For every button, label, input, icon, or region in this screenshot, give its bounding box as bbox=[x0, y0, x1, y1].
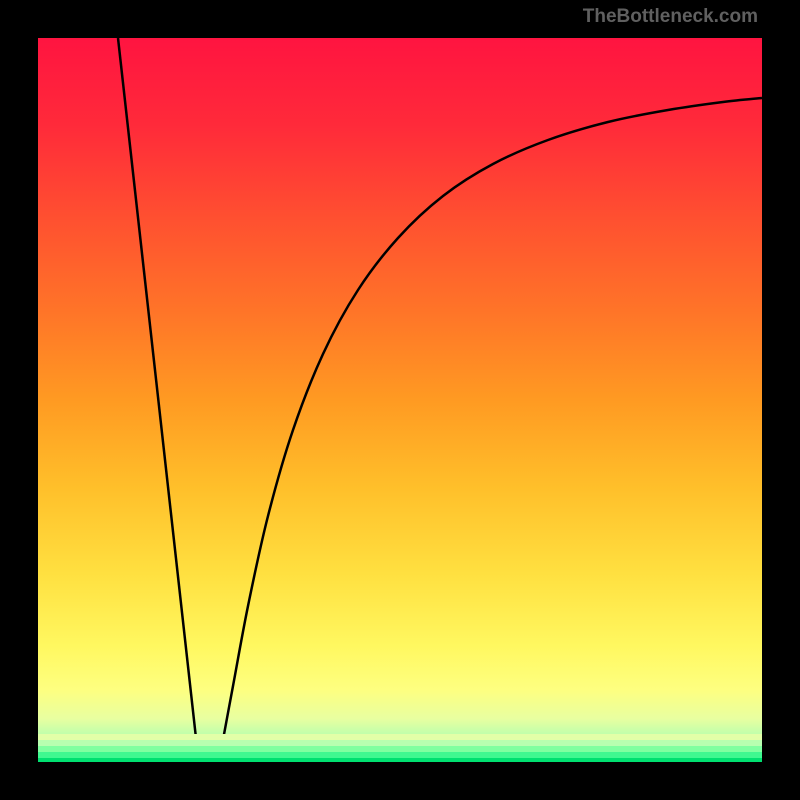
bottleneck-curve bbox=[38, 38, 762, 762]
chart-frame: TheBottleneck.com bbox=[0, 0, 800, 800]
curve-left-line bbox=[118, 38, 198, 756]
bottom-band bbox=[38, 758, 762, 762]
attribution-text: TheBottleneck.com bbox=[583, 6, 758, 28]
curve-right-arc bbox=[220, 98, 762, 756]
